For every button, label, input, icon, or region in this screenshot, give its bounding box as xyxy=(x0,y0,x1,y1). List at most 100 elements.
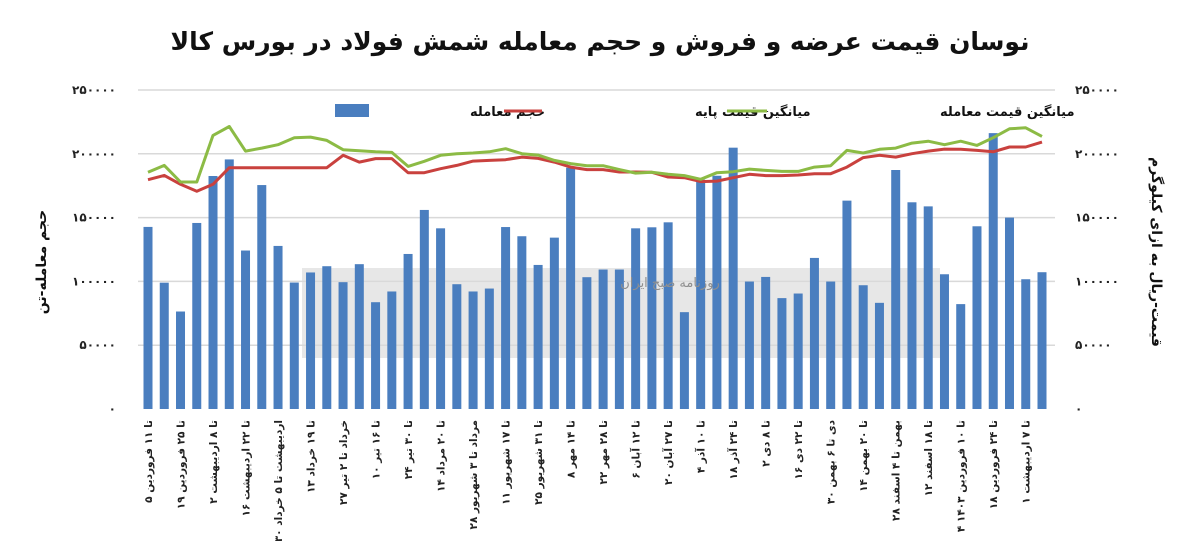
x-axis-label: ۱۰ تا ۱۶ تیر xyxy=(371,420,383,479)
volume-bar xyxy=(614,269,624,409)
volume-bar xyxy=(647,227,657,409)
volume-bar xyxy=(777,298,787,409)
volume-bar xyxy=(891,170,901,409)
x-axis-label: ۲ تا ۸ اردیبهشت xyxy=(208,420,220,504)
x-axis-label: ۴ تا ۱۰ آذر xyxy=(695,420,708,473)
volume-bar xyxy=(289,282,299,409)
volume-bar xyxy=(436,228,446,409)
left-tick-label: ۲۵۰۰۰۰ xyxy=(72,83,116,97)
x-axis-label: ۲۸ بهمن تا ۴ اسفند xyxy=(891,420,903,521)
x-axis-label: ۲۸ مرداد تا ۳ شهریور xyxy=(468,420,480,530)
left-tick-label: ۱۵۰۰۰۰ xyxy=(72,211,116,225)
volume-bar xyxy=(582,277,592,409)
volume-bar xyxy=(208,176,218,409)
volume-bar xyxy=(761,276,771,409)
volume-bar xyxy=(631,228,641,409)
volume-bar xyxy=(826,281,836,409)
x-axis-label: ۲۲ تا ۲۸ مهر xyxy=(598,420,610,485)
volume-bar xyxy=(354,264,364,409)
x-axis-label: ۲۷ خرداد تا ۲ تیر xyxy=(338,420,350,505)
volume-bar xyxy=(387,291,397,409)
volume-bar xyxy=(517,236,527,409)
left-axis-ticks: ۰ ۵۰۰۰۰ ۱۰۰۰۰۰ ۱۵۰۰۰۰ ۲۰۰۰۰۰ ۲۵۰۰۰۰ xyxy=(72,83,116,416)
volume-bar xyxy=(533,264,543,409)
volume-bar xyxy=(192,222,202,409)
volume-bar xyxy=(273,245,283,409)
right-tick-label: ۲۵۰۰۰۰ xyxy=(1075,83,1119,97)
legend-label-trade: میانگین قیمت معامله xyxy=(940,104,1075,120)
volume-bar xyxy=(159,282,169,409)
right-axis-title: قیمت-ریال به ازای کیلوگرم xyxy=(1148,157,1165,347)
volume-bar xyxy=(696,179,706,409)
volume-bar xyxy=(484,288,494,409)
volume-bar xyxy=(858,285,868,409)
x-axis-label: ۱۳ تا ۱۹ خرداد xyxy=(306,420,318,493)
x-axis-label: ۱۴ تا ۲۰ بهمن xyxy=(858,420,870,492)
x-axis-label: ۱۹ تا ۲۵ فروردین xyxy=(176,420,188,509)
right-tick-label: ۱۰۰۰۰۰ xyxy=(1075,274,1119,288)
volume-bar xyxy=(679,312,689,409)
volume-bar xyxy=(257,185,267,409)
x-axis-label: ۱۱ تا ۱۷ شهریور xyxy=(501,420,513,505)
x-axis-label: ۶ تا ۱۲ آبان xyxy=(630,420,643,479)
right-tick-label: ۵۰۰۰۰ xyxy=(1075,338,1112,352)
volume-bar xyxy=(809,257,819,409)
volume-bar xyxy=(663,222,673,409)
x-axis-label: ۳۰ دی تا ۶ بهمن xyxy=(826,419,838,504)
volume-bar xyxy=(452,284,462,409)
volume-bar xyxy=(712,175,722,409)
volume-bar xyxy=(1037,272,1047,409)
x-axis-label: ۵ تا ۱۱ فروردین xyxy=(143,420,155,503)
price-lines xyxy=(147,125,1043,193)
x-axis-label: ۱۸ تا ۲۴ فروردین xyxy=(988,420,1000,509)
x-axis-label: ۲۴ تا ۳۰ تیر xyxy=(403,420,415,479)
x-axis-labels: ۵ تا ۱۱ فروردین ۱۹ تا ۲۵ فروردین ۲ تا ۸ ار… xyxy=(143,419,1033,541)
x-axis-label: ۱۶ تا ۲۲ اردیبهشت xyxy=(241,420,253,517)
x-axis-label: ۱ تا ۷ اردیبهشت xyxy=(1021,420,1033,504)
volume-bar xyxy=(874,302,884,409)
x-axis-label: ۸ تا ۱۴ مهر xyxy=(566,420,578,478)
volume-bar xyxy=(306,272,316,409)
volume-bar xyxy=(224,159,234,409)
volume-bar xyxy=(956,304,966,409)
volume-bar xyxy=(907,202,917,409)
legend: حجم معامله میانگین قیمت پایه میانگین قیم… xyxy=(335,104,1075,120)
volume-bar xyxy=(972,226,982,409)
x-axis-label: ۱۴ تا ۲۰ مرداد xyxy=(436,420,448,492)
left-tick-label: ۰ xyxy=(109,402,116,416)
volume-bar xyxy=(419,209,429,409)
volume-bar xyxy=(1004,217,1014,409)
volume-bar xyxy=(793,293,803,409)
volume-bar xyxy=(371,302,381,409)
volume-bar xyxy=(988,133,998,410)
x-axis-label: ۳۰ اردیبهشت تا ۵ خرداد xyxy=(273,420,285,541)
volume-bars xyxy=(143,133,1047,410)
volume-bar xyxy=(176,311,186,409)
volume-bar xyxy=(403,253,413,409)
x-axis-label: ۲۵ تا ۳۱ شهریور xyxy=(533,420,545,505)
legend-swatch-volume xyxy=(335,104,369,117)
x-axis-label: ۴ تا ۱۰ فروردین ۱۴۰۳ xyxy=(956,420,968,532)
volume-bar xyxy=(744,281,754,409)
volume-bar xyxy=(322,266,332,409)
right-tick-label: ۱۵۰۰۰۰ xyxy=(1075,211,1119,225)
x-axis-label: ۱۲ تا ۱۸ اسفند xyxy=(923,420,935,496)
x-axis-label: ۲۰ تا ۲۷ آبان xyxy=(662,420,675,485)
x-axis-label: ۲ تا ۸ دی xyxy=(761,420,773,467)
volume-bar xyxy=(1021,279,1031,409)
x-axis-label: ۱۸ تا ۲۴ آذر xyxy=(727,420,740,480)
left-tick-label: ۲۰۰۰۰۰ xyxy=(72,147,116,161)
volume-bar xyxy=(501,227,511,409)
right-axis-ticks: ۰ ۵۰۰۰۰ ۱۰۰۰۰۰ ۱۵۰۰۰۰ ۲۰۰۰۰۰ ۲۵۰۰۰۰ xyxy=(1075,83,1119,416)
trade-price-line xyxy=(147,125,1043,184)
volume-bar xyxy=(566,167,576,409)
volume-bar xyxy=(842,200,852,409)
watermark: روزنامه صبح ایران xyxy=(620,276,720,291)
right-tick-label: ۰ xyxy=(1075,402,1082,416)
base-price-line xyxy=(147,140,1043,193)
chart-title: نوسان قیمت عرضه و فروش و حجم معامله شمش … xyxy=(171,27,1030,57)
volume-bar xyxy=(143,226,153,409)
watermark-text: روزنامه صبح ایران xyxy=(620,276,720,291)
left-tick-label: ۵۰۰۰۰ xyxy=(79,338,116,352)
